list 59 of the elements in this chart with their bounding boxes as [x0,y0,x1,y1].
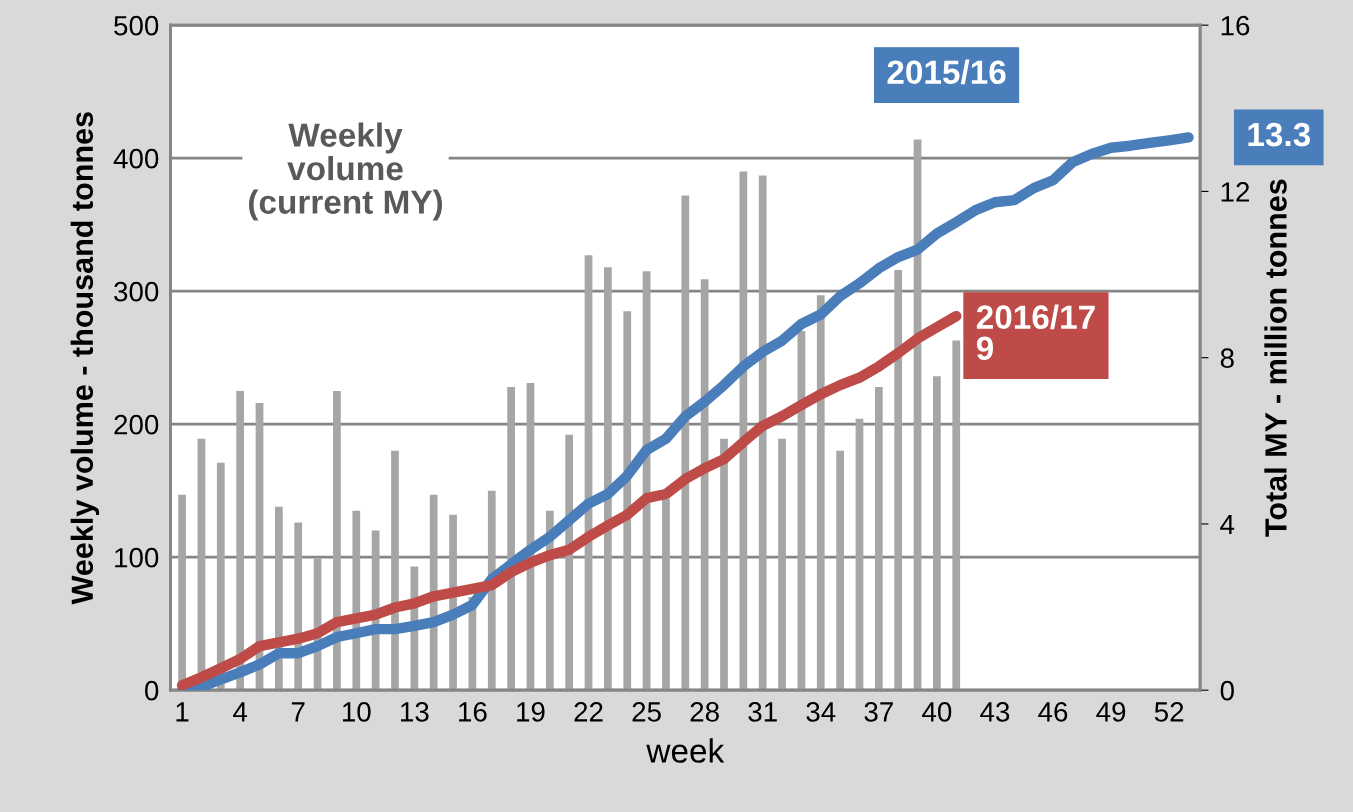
x-tick-label: 1 [176,702,189,722]
x-tick-label: 40 [922,702,952,722]
y-tick-label: 0 [145,680,159,701]
bar [333,390,341,691]
y-tick-label: 400 [113,148,159,169]
bar [623,311,632,691]
x-tick-label: 31 [748,702,777,722]
bar [758,175,767,691]
bar [681,195,690,691]
y-tick-label: 300 [114,281,159,302]
data-label: 13.3 [1248,122,1311,147]
bar [855,418,864,691]
data-label: 9 [976,336,993,361]
bar [700,279,709,691]
x-tick-label: 43 [980,702,1010,722]
bar [391,450,399,691]
x-tick-label: 10 [342,702,371,722]
annotation: Weekly volume (current MY) [249,122,443,221]
x-tick-label: 22 [574,702,603,722]
bar [662,498,670,691]
x-tick-label: 19 [517,702,545,722]
text: 2015/16 [887,59,1006,85]
x-tick-label: 49 [1096,702,1126,722]
bar [836,450,844,691]
bar [487,490,496,691]
series-label: 2016/17 [976,304,1095,330]
x-tick-label: 46 [1038,702,1068,722]
y2-tick-label: 4 [1220,514,1235,535]
x-tick-label: 34 [806,702,836,722]
x-tick-label: 13 [401,702,429,722]
y2-tick-label: 12 [1221,182,1250,202]
y2-tick-label: 8 [1220,348,1234,369]
bar [933,376,941,691]
bar [236,390,245,691]
bar [778,438,786,691]
x-tick-label: 37 [864,702,893,722]
bar [604,267,612,691]
x-tick-label: 52 [1154,702,1184,722]
y2-tick-label: 16 [1221,15,1250,36]
x-tick-label: 28 [690,702,719,722]
y2-tick-label: 0 [1220,680,1234,701]
y-tick-label: 500 [114,15,159,36]
bar [894,269,903,691]
y-axis-title: Weekly volume - thousand tonnes [70,112,100,605]
x-tick-label: 7 [291,702,305,722]
x-tick-label: 16 [459,702,487,722]
x-tick-label: 25 [632,702,661,722]
bar [507,386,515,691]
y2-axis-title: Total MY - million tonnes [1264,179,1287,537]
bar [952,340,961,691]
bar [874,386,883,691]
y-tick-label: 100 [115,547,159,568]
x-axis-title: week [646,738,725,763]
y-tick-label: 200 [114,414,159,435]
bar [739,171,748,691]
bar [429,494,438,691]
bar [720,438,728,691]
bar [816,295,825,691]
x-tick-label: 4 [233,702,248,722]
